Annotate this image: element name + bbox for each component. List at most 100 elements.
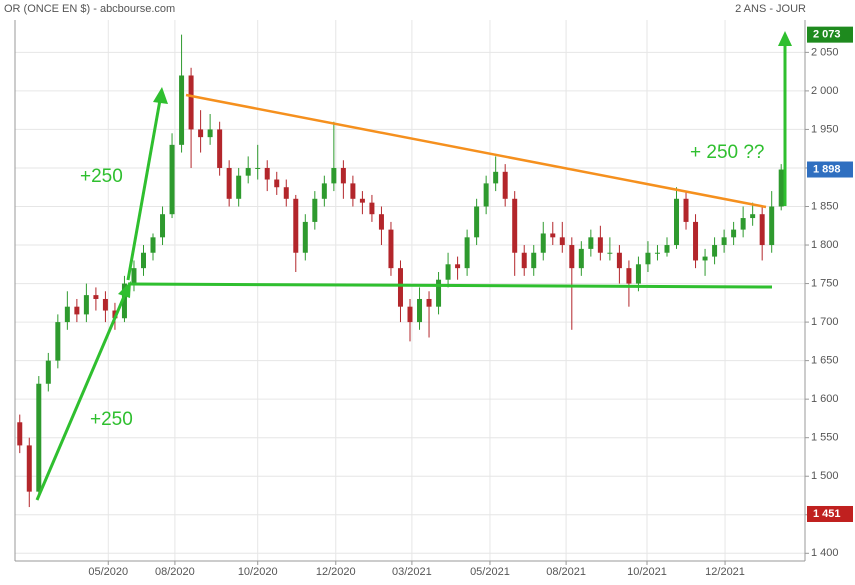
candle-body	[255, 167, 261, 169]
candle-body	[512, 198, 518, 253]
candle-body	[588, 237, 594, 249]
candle-body	[702, 256, 708, 261]
candle-body	[674, 198, 680, 246]
candle-body	[93, 295, 99, 299]
candle-body	[721, 237, 727, 246]
candle-body	[521, 252, 527, 269]
candle-body	[426, 298, 432, 307]
candle-body	[397, 268, 403, 307]
candle-body	[664, 245, 670, 253]
candle-body	[302, 221, 308, 253]
candle-body	[312, 198, 318, 222]
x-tick-label: 08/2021	[546, 566, 586, 578]
y-tick-label: 1 500	[811, 470, 839, 482]
y-tick-label: 1 850	[811, 200, 839, 212]
candle-body	[45, 360, 51, 384]
candle-body	[693, 221, 699, 261]
candle-body	[245, 167, 251, 176]
candle-body	[331, 167, 337, 184]
candle-body	[160, 214, 166, 238]
candle-body	[483, 183, 489, 207]
y-tick-label: 1 800	[811, 239, 839, 251]
chart-title: OR (ONCE EN $) - abcbourse.com	[4, 3, 175, 15]
x-tick-label: 10/2020	[238, 566, 278, 578]
support-line	[127, 282, 773, 289]
candle-body	[531, 252, 537, 269]
candle-body	[550, 233, 556, 238]
candle-body	[464, 237, 470, 269]
candle-body	[407, 306, 413, 323]
candle-body	[274, 179, 280, 188]
price-label-box	[807, 26, 853, 43]
candle-body	[502, 171, 508, 199]
price-label-box	[807, 505, 853, 522]
candle-body	[26, 445, 32, 492]
y-tick-label: 1 650	[811, 355, 839, 367]
arrow-head	[153, 87, 168, 104]
y-tick-label: 1 550	[811, 432, 839, 444]
candle-body	[654, 252, 660, 254]
annotation: +250	[80, 166, 123, 187]
candle-body	[378, 214, 384, 230]
price-label: 1 898	[813, 163, 841, 175]
candles	[17, 34, 784, 508]
x-tick-label: 10/2021	[627, 566, 667, 578]
candle-body	[198, 129, 204, 138]
candle-body	[683, 198, 689, 222]
candle-body	[645, 252, 651, 265]
candle-body	[455, 264, 461, 269]
candle-body	[293, 198, 299, 253]
candle-body	[712, 245, 718, 257]
candle-body	[283, 187, 289, 199]
candle-body	[36, 383, 42, 492]
x-tick-label: 05/2021	[470, 566, 510, 578]
y-tick-label: 2 050	[811, 46, 839, 58]
arrow	[35, 291, 128, 501]
candle-body	[188, 75, 194, 130]
candle-body	[445, 264, 451, 280]
candle-body	[559, 237, 565, 246]
candle-body	[750, 214, 756, 219]
arrow	[126, 99, 162, 281]
y-tick-label: 1 400	[811, 547, 839, 559]
candle-body	[778, 169, 784, 207]
candle-body	[131, 268, 137, 284]
arrow-head	[118, 281, 131, 298]
candle-body	[417, 298, 423, 323]
candle-body	[321, 183, 327, 199]
annotations: +250 +250 + 250 ??	[35, 31, 792, 501]
candle-body	[169, 144, 175, 215]
candle-body	[436, 279, 442, 307]
candle-body	[64, 306, 70, 323]
candle-body	[578, 248, 584, 269]
price-label: 2 073	[813, 29, 841, 41]
candle-body	[121, 283, 127, 319]
resistance-line	[185, 93, 767, 209]
candle-body	[102, 298, 108, 311]
y-tick-label: 1 600	[811, 393, 839, 405]
candle-body	[179, 75, 185, 145]
candle-body	[217, 129, 223, 168]
x-tick-label: 12/2021	[705, 566, 745, 578]
y-tick-label: 1 700	[811, 316, 839, 328]
x-tick-label: 08/2020	[155, 566, 195, 578]
candle-body	[55, 322, 61, 361]
candle-body	[369, 202, 375, 215]
candle-body	[740, 218, 746, 230]
candle-body	[207, 129, 213, 138]
candle-body	[607, 252, 613, 254]
y-tick-label: 1 750	[811, 277, 839, 289]
y-tick-label: 2 000	[811, 85, 839, 97]
candle-body	[340, 167, 346, 184]
candle-body	[388, 229, 394, 269]
candle-body	[140, 252, 146, 269]
x-tick-label: 12/2020	[316, 566, 356, 578]
candle-body	[474, 206, 480, 238]
price-label-box	[807, 161, 853, 178]
price-label: 1 451	[813, 508, 841, 520]
annotation: + 250 ??	[690, 142, 765, 163]
candle-body	[616, 252, 622, 269]
chart-subtitle: 2 ANS - JOUR	[735, 3, 806, 15]
